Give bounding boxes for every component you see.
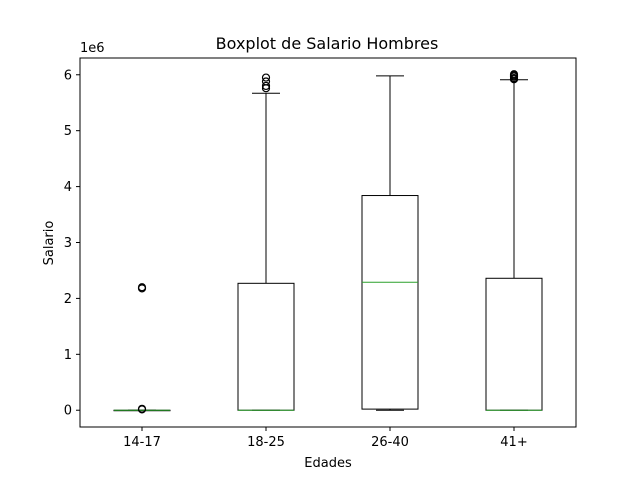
y-tick-label: 0 (64, 404, 72, 419)
y-tick-label: 5 (64, 124, 72, 139)
plot-area: 0 1 2 3 4 5 6 14-17 18-25 26-40 41+ (64, 57, 577, 450)
y-tick-label: 3 (64, 236, 72, 251)
y-axis-label: Salario (42, 221, 57, 266)
flier-point (137, 283, 147, 292)
flier-point (509, 70, 519, 79)
flier-point (261, 73, 271, 82)
y-tick-label: 6 (64, 68, 72, 83)
chart-title: Boxplot de Salario Hombres (216, 34, 439, 53)
flier-point (261, 81, 271, 91)
y-tick-label: 1 (64, 348, 72, 363)
x-tick-label: 41+ (500, 435, 527, 450)
flier-point (261, 77, 271, 86)
x-tick-label: 18-25 (247, 435, 285, 450)
x-axis-label: Edades (304, 456, 352, 471)
x-tick-label: 14-17 (123, 435, 161, 450)
box-26-40 (361, 195, 419, 410)
x-tick-label: 26-40 (371, 435, 409, 450)
box-41+ (485, 277, 543, 411)
y-offset-label: 1e6 (80, 41, 105, 56)
axes-frame (79, 57, 577, 428)
flier-point (137, 404, 147, 413)
box-18-25 (237, 282, 295, 411)
y-tick-label: 4 (64, 180, 72, 195)
y-tick-label: 2 (64, 292, 72, 307)
